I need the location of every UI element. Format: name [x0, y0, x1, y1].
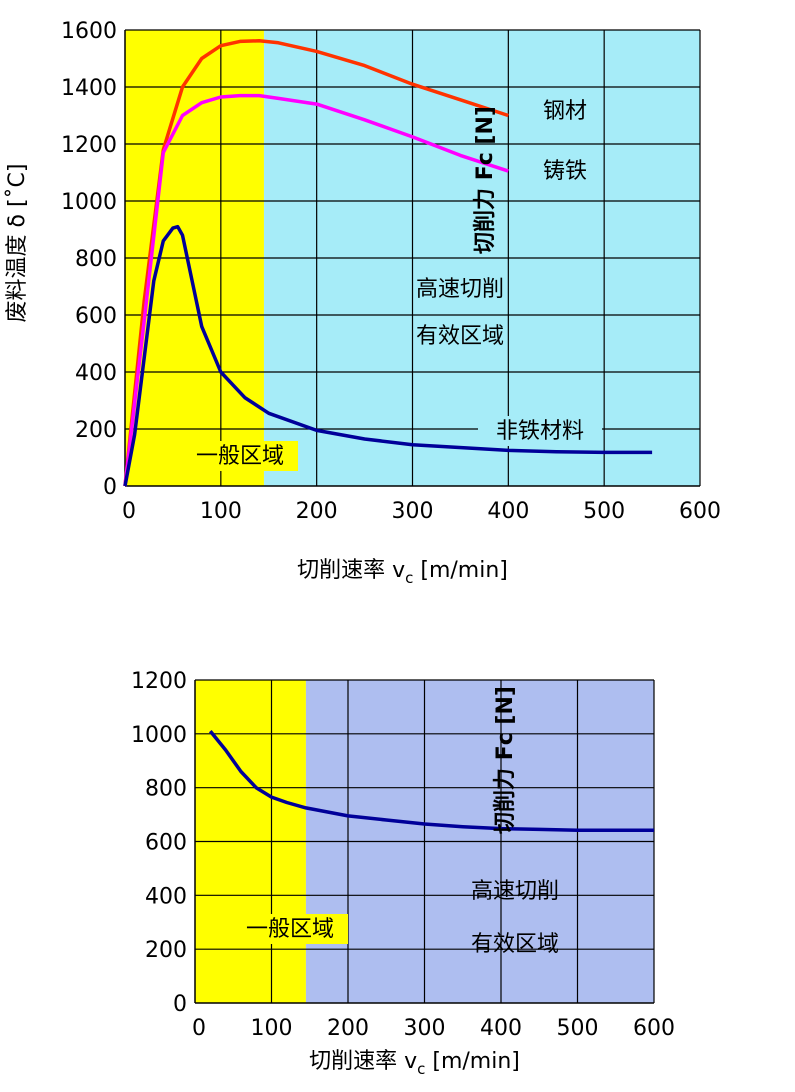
- y-tick-label: 800: [145, 777, 187, 802]
- x-axis-label-sub: c: [405, 569, 413, 587]
- region-label-bg: [232, 914, 348, 944]
- y-tick-label: 800: [75, 247, 117, 272]
- y-tick-label: 1000: [61, 190, 117, 215]
- x-axis-label-sub: c: [417, 1060, 425, 1078]
- x-tick-label: 100: [251, 1016, 293, 1041]
- series-line-铸铁: [123, 93, 509, 487]
- x-axis-label: 切削速率 vc [m/min]: [297, 558, 508, 587]
- y-tick-label: 1400: [61, 76, 117, 101]
- y-tick-label: 200: [145, 938, 187, 963]
- x-tick-label: 0: [122, 499, 136, 524]
- region-label-bg: [182, 441, 298, 471]
- y-tick-label: 1600: [61, 19, 117, 44]
- x-tick-label: 500: [583, 499, 625, 524]
- x-axis-label-unit: [m/min]: [413, 558, 508, 583]
- region-label-general: 一般区域: [246, 917, 334, 942]
- y-axis-label: 废料温度 δ [˚C]: [5, 164, 30, 323]
- series-label: 铸铁: [543, 159, 587, 184]
- x-tick-label: 600: [633, 1016, 675, 1041]
- x-tick-label: 300: [392, 499, 434, 524]
- x-tick-label: 300: [404, 1016, 446, 1041]
- x-tick-label: 500: [557, 1016, 599, 1041]
- y-tick-label: 0: [173, 992, 187, 1017]
- x-tick-label: 400: [487, 499, 529, 524]
- x-tick-label: 200: [296, 499, 338, 524]
- region-label-high-speed: 高速切削: [471, 879, 559, 904]
- series-line-钢材: [123, 39, 509, 487]
- x-tick-label: 200: [327, 1016, 369, 1041]
- region-label-general: 一般区域: [196, 444, 284, 469]
- x-tick-label: 100: [200, 499, 242, 524]
- x-tick-label: 400: [480, 1016, 522, 1041]
- series-line-非铁材料: [123, 224, 653, 487]
- series-line-force: [208, 729, 654, 832]
- region-label-high-speed: 有效区域: [416, 324, 504, 349]
- region-label-high-speed: 有效区域: [471, 932, 559, 957]
- series-label: 非铁材料: [496, 419, 584, 444]
- y-tick-label: 1200: [131, 669, 187, 694]
- y-tick-label: 0: [103, 475, 117, 500]
- x-axis-label: 切削速率 vc [m/min]: [309, 1049, 520, 1078]
- x-axis-label-unit: [m/min]: [425, 1049, 520, 1074]
- y-tick-label: 600: [75, 304, 117, 329]
- y-tick-label: 600: [145, 831, 187, 856]
- y2-axis-label: 切削力 Fc [N]: [473, 106, 498, 254]
- region-label-high-speed: 高速切削: [416, 277, 504, 302]
- x-axis-label-main: 切削速率 v: [309, 1049, 417, 1074]
- y-tick-label: 400: [145, 884, 187, 909]
- y-tick-label: 1200: [61, 133, 117, 158]
- y-tick-label: 200: [75, 418, 117, 443]
- x-tick-label: 0: [192, 1016, 206, 1041]
- y-tick-label: 1000: [131, 723, 187, 748]
- series-label-bg: [478, 416, 602, 446]
- x-axis-label-main: 切削速率 v: [297, 558, 405, 583]
- x-tick-label: 600: [679, 499, 721, 524]
- y-tick-label: 400: [75, 361, 117, 386]
- series-label: 钢材: [543, 99, 587, 124]
- y2-axis-label: 切削力 Fc [N]: [493, 686, 518, 834]
